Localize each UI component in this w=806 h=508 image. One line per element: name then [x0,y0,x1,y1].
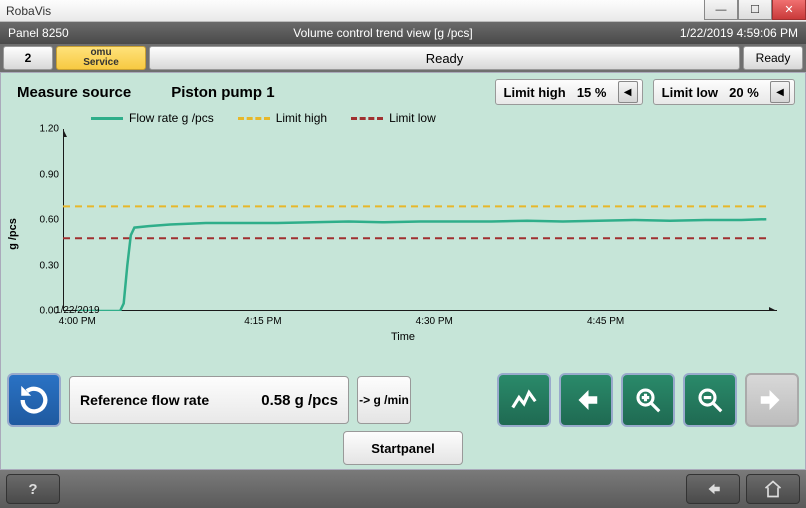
zoom-in-button[interactable] [621,373,675,427]
header-timestamp: 1/22/2019 4:59:06 PM [638,26,798,40]
x-tick: 4:45 PM [587,316,624,327]
window-close-button[interactable]: ✕ [772,0,806,20]
status-ready-side[interactable]: Ready [743,46,803,70]
status-row: 2 omu Service Ready Ready [0,44,806,72]
reference-flow-box: Reference flow rate 0.58 g /pcs [69,376,349,424]
nav-left-button[interactable] [559,373,613,427]
footer-home-button[interactable] [746,474,800,504]
measure-source-label: Measure source [17,84,131,101]
view-title: Volume control trend view [g /pcs] [128,26,638,40]
control-row: Measure source Piston pump 1 Limit high … [1,73,805,107]
x-tick: 4:30 PM [416,316,453,327]
footer: ? [0,470,806,508]
limit-low-label: Limit low [662,85,718,100]
tab-omu-service[interactable]: omu Service [56,46,146,70]
pump-label: Piston pump 1 [171,84,274,101]
limit-low-spin[interactable]: ◀ [770,81,790,103]
x-axis-label: Time [391,331,415,343]
trend-icon [509,385,539,415]
x-tick: 1/22/20194:00 PM [55,305,100,327]
tab-number[interactable]: 2 [3,46,53,70]
limit-low-box: Limit low 20 % ◀ [653,79,795,105]
footer-back-button[interactable] [686,474,740,504]
nav-right-button[interactable] [745,373,799,427]
zoom-out-button[interactable] [683,373,737,427]
chart: g /pcs 0.000.300.600.901.20 1/22/20194:0… [19,129,787,339]
unit-toggle-button[interactable]: -> g /min [357,376,411,424]
status-ready-main[interactable]: Ready [149,46,740,70]
zoom-in-icon [633,385,663,415]
legend-limit-high: Limit high [238,111,327,125]
y-tick: 0.00 [19,306,59,317]
x-tick: 4:15 PM [244,316,281,327]
bottom-panel: Reference flow rate 0.58 g /pcs -> g /mi… [7,373,799,427]
limit-high-box: Limit high 15 % ◀ [495,79,643,105]
refresh-icon [17,383,51,417]
window-minimize-button[interactable]: — [704,0,738,20]
y-tick: 1.20 [19,124,59,135]
limit-high-spin[interactable]: ◀ [618,81,638,103]
legend-limit-low: Limit low [351,111,436,125]
legend-flow: Flow rate g /pcs [91,111,214,125]
limit-low-value: 20 % [724,85,764,100]
help-icon: ? [23,479,43,499]
svg-text:?: ? [28,481,37,498]
help-button[interactable]: ? [6,474,60,504]
home-icon [763,479,783,499]
panel-id: Panel 8250 [8,26,128,40]
app-header: Panel 8250 Volume control trend view [g … [0,22,806,44]
window-titlebar: RobaVis — ☐ ✕ [0,0,806,22]
main-panel: Measure source Piston pump 1 Limit high … [0,72,806,470]
startpanel-button[interactable]: Startpanel [343,431,463,465]
trend-button[interactable] [497,373,551,427]
window-title: RobaVis [6,4,51,18]
chart-canvas [63,129,777,311]
y-axis-label: g /pcs [7,218,19,250]
reference-flow-value: 0.58 g /pcs [261,392,338,409]
arrow-left-icon [571,385,601,415]
arrow-left-icon [702,480,724,498]
y-tick: 0.60 [19,215,59,226]
arrow-right-icon [757,385,787,415]
y-tick: 0.90 [19,169,59,180]
window-maximize-button[interactable]: ☐ [738,0,772,20]
limit-high-value: 15 % [572,85,612,100]
reference-flow-label: Reference flow rate [80,393,209,408]
limit-high-label: Limit high [504,85,566,100]
refresh-button[interactable] [7,373,61,427]
chart-legend: Flow rate g /pcs Limit high Limit low [1,107,805,125]
zoom-out-icon [695,385,725,415]
y-tick: 0.30 [19,260,59,271]
